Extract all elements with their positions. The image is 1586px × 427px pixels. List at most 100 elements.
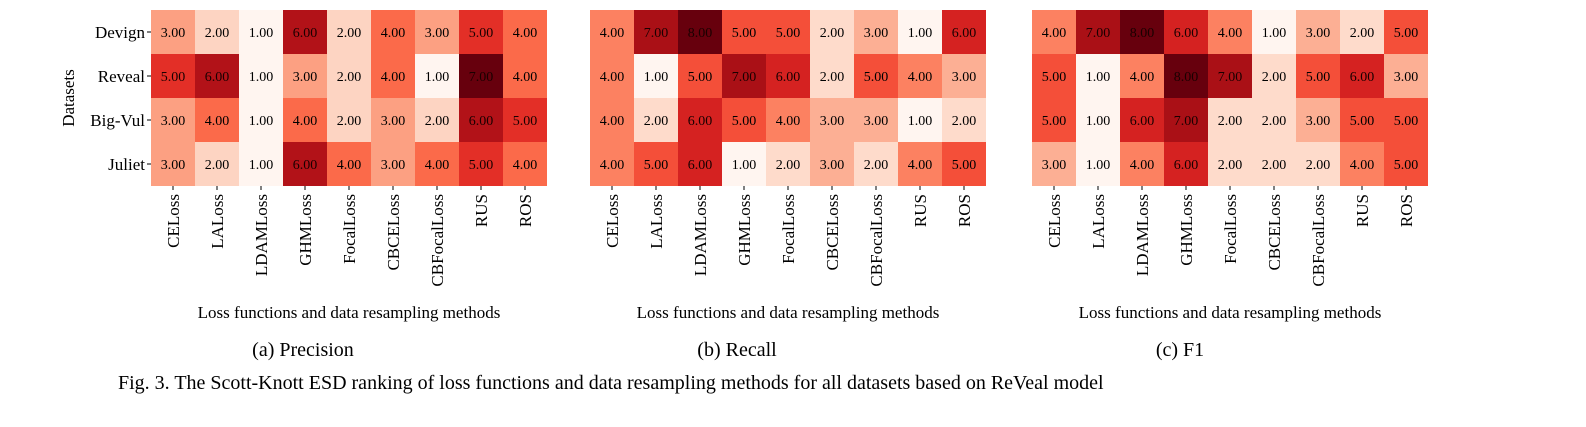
cell-value-label: 7.00 [1086,26,1111,41]
cell-value-label: 3.00 [293,70,318,85]
heatmap-cell [722,10,766,54]
heatmap-cell [371,10,415,54]
heatmap-cell [1164,142,1208,186]
heatmap-cell [195,54,239,98]
heatmap-cell [1076,142,1120,186]
heatmap-cell [327,142,371,186]
x-tick-label: LALoss [1089,194,1108,249]
cell-value-label: 1.00 [425,70,450,85]
heatmap-cell [415,98,459,142]
x-tick-label: CBCELoss [1265,194,1284,271]
heatmap-cell [1032,142,1076,186]
heatmap-cell [1076,54,1120,98]
heatmap-cell [239,142,283,186]
x-tick-label: LDAMLoss [1133,194,1152,276]
cell-value-label: 5.00 [469,26,494,41]
cell-value-label: 3.00 [381,114,406,129]
heatmap-cell [1076,10,1120,54]
x-tick-label: LDAMLoss [691,194,710,276]
heatmap-cell [766,142,810,186]
y-tick-label: Big-Vul [90,111,145,130]
heatmap-cell [1296,54,1340,98]
cell-value-label: 4.00 [600,114,625,129]
cell-value-label: 3.00 [161,114,186,129]
heatmap-cell [1296,10,1340,54]
cell-value-label: 7.00 [732,70,757,85]
heatmap-cell [590,98,634,142]
cell-value-label: 6.00 [776,70,801,85]
cell-value-label: 3.00 [161,26,186,41]
cell-value-label: 4.00 [513,26,538,41]
cell-value-label: 7.00 [469,70,494,85]
cell-value-label: 2.00 [1262,158,1287,173]
heatmap-cell [1340,98,1384,142]
heatmap-cell [371,98,415,142]
cell-value-label: 1.00 [908,114,933,129]
cell-value-label: 5.00 [732,26,757,41]
cell-value-label: 4.00 [600,26,625,41]
cell-value-label: 6.00 [1174,158,1199,173]
heatmap-cell [503,54,547,98]
heatmap-cell [151,10,195,54]
x-tick-label: LDAMLoss [252,194,271,276]
cell-value-label: 2.00 [820,70,845,85]
x-tick-label: RUS [472,194,491,227]
cell-value-label: 5.00 [161,70,186,85]
cell-value-label: 5.00 [1042,114,1067,129]
heatmap-cell [503,98,547,142]
cell-value-label: 2.00 [1218,158,1243,173]
x-tick-label: CBFocalLoss [428,194,447,287]
heatmap-cell [1252,10,1296,54]
heatmap-cell [1252,142,1296,186]
cell-value-label: 6.00 [952,26,977,41]
cell-value-label: 8.00 [1174,70,1199,85]
heatmap-cell [151,142,195,186]
heatmap-panel-0: 3.00 2.00 1.00 6.00 2.00 4.00 3.00 5.00 4.00 5.00… [59,10,547,361]
cell-value-label: 1.00 [1086,70,1111,85]
heatmap-cell [283,98,327,142]
heatmap-cell [1164,10,1208,54]
heatmap-cell [722,142,766,186]
heatmap-cell [722,98,766,142]
heatmap-cell [1120,98,1164,142]
cell-value-label: 6.00 [1130,114,1155,129]
cell-value-label: 5.00 [1394,158,1419,173]
heatmap-cell [1208,98,1252,142]
x-tick-label: CBFocalLoss [867,194,886,287]
heatmap-cell [1208,54,1252,98]
cell-value-label: 2.00 [864,158,889,173]
heatmap-cell [590,142,634,186]
cell-value-label: 4.00 [1350,158,1375,173]
x-tick-label: ROS [1397,194,1416,227]
cell-value-label: 6.00 [1174,26,1199,41]
cell-value-label: 2.00 [205,26,230,41]
cell-value-label: 4.00 [205,114,230,129]
heatmap-cell [1384,10,1428,54]
heatmap-cell [283,10,327,54]
x-tick-label: CELoss [164,194,183,248]
x-tick-label: CBCELoss [823,194,842,271]
cell-value-label: 1.00 [1086,114,1111,129]
heatmap-cell [722,54,766,98]
cell-value-label: 5.00 [644,158,669,173]
x-tick-label: RUS [1353,194,1372,227]
heatmap-cell [766,10,810,54]
heatmap-cell [854,98,898,142]
cell-value-label: 3.00 [864,114,889,129]
heatmap-cell [327,98,371,142]
heatmap-cell [1252,54,1296,98]
heatmap-cell [283,142,327,186]
heatmap-cell [942,142,986,186]
cell-value-label: 7.00 [644,26,669,41]
cell-value-label: 7.00 [1174,114,1199,129]
cell-value-label: 1.00 [249,70,274,85]
x-tick-label: LALoss [647,194,666,249]
heatmap-cell [810,98,854,142]
cell-value-label: 4.00 [513,70,538,85]
heatmap-cell [634,54,678,98]
cell-value-label: 5.00 [513,114,538,129]
x-tick-label: CELoss [603,194,622,248]
cell-value-label: 8.00 [1130,26,1155,41]
heatmap-cell [503,142,547,186]
heatmap-cell [415,54,459,98]
